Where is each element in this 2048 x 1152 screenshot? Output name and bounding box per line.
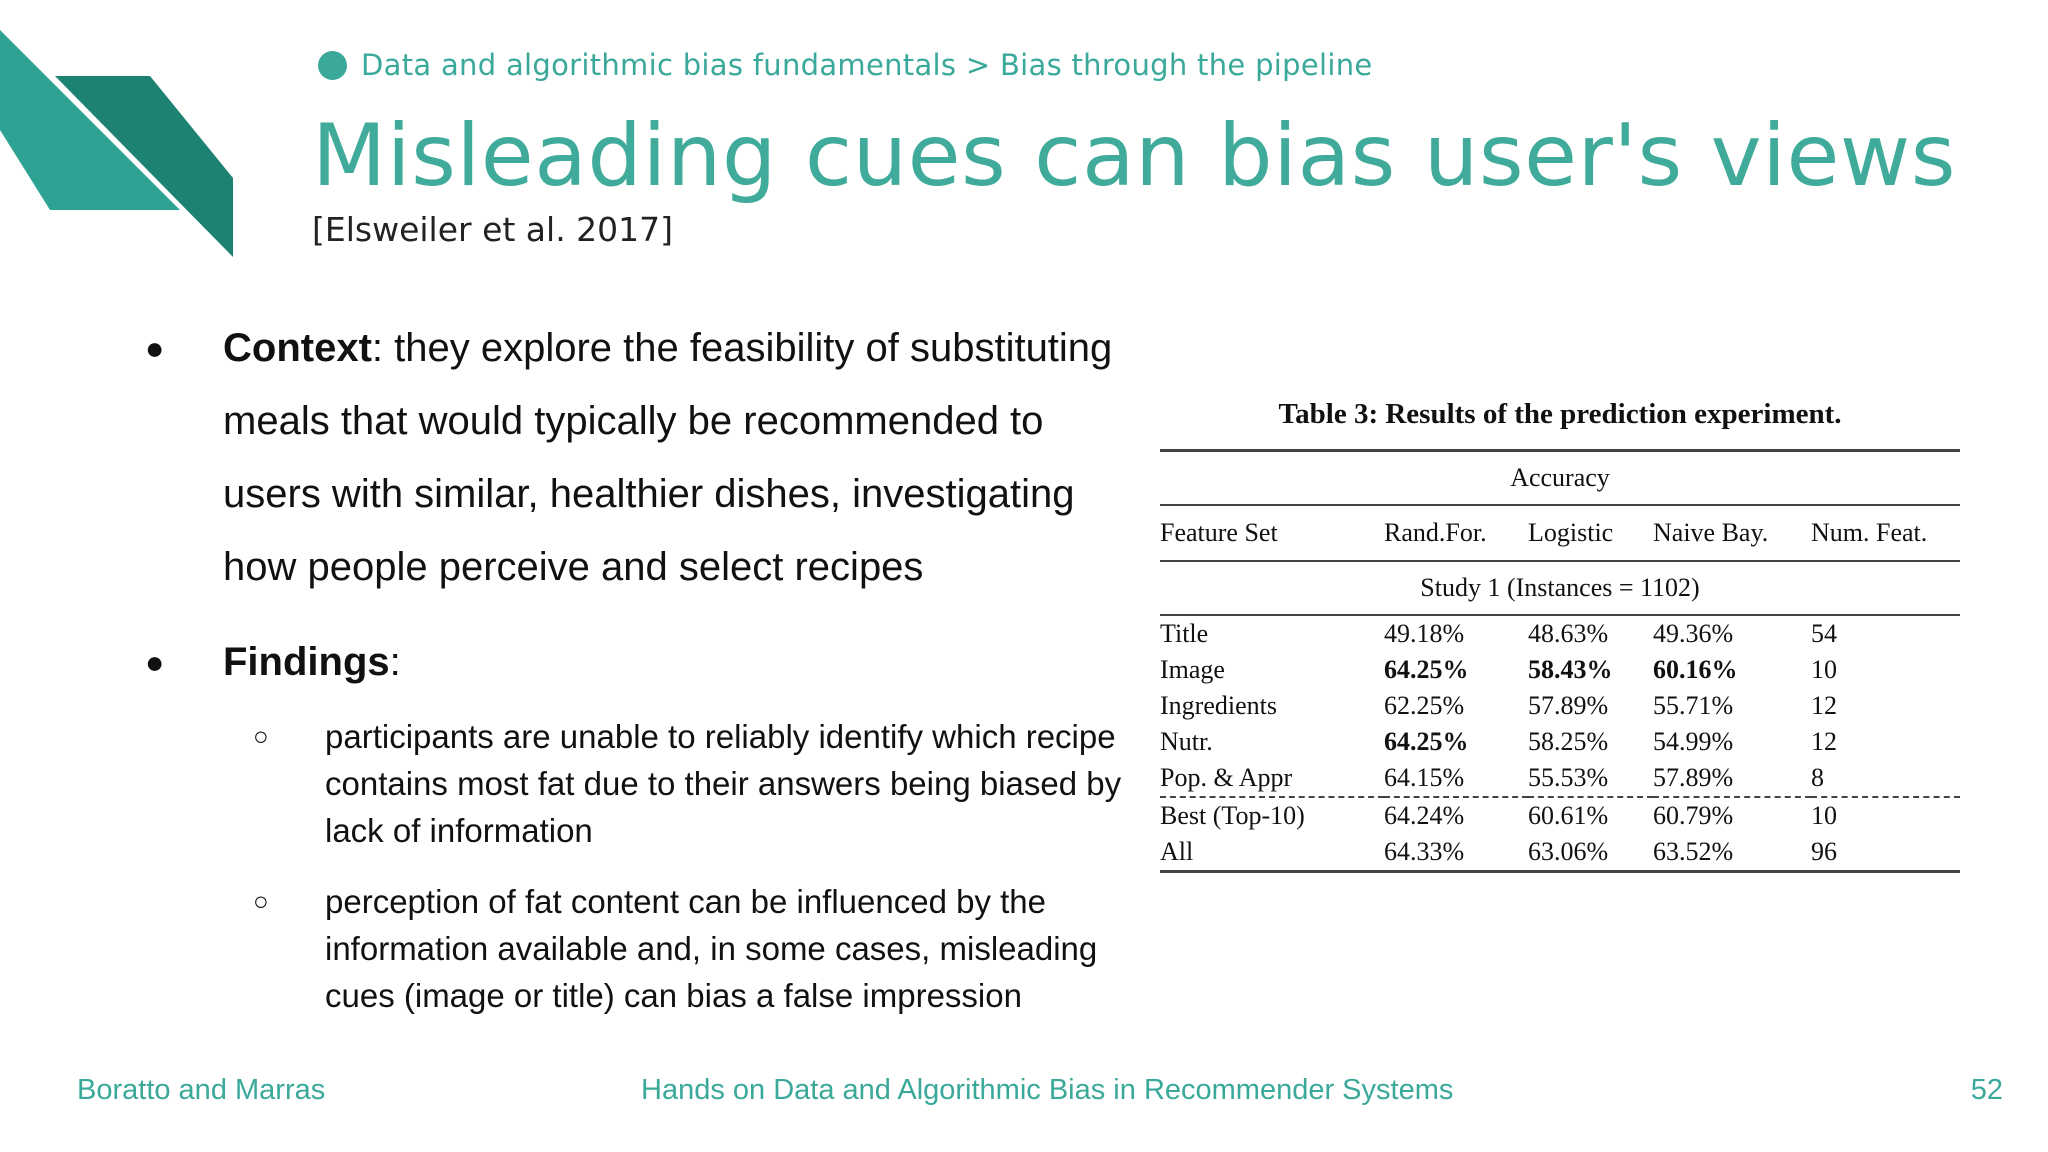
- bullet-dot-icon: ●: [145, 644, 165, 680]
- page-number: 52: [1970, 1074, 2003, 1106]
- citation: [Elsweiler et al. 2017]: [312, 210, 674, 249]
- table-cell: 64.33%: [1384, 834, 1528, 873]
- table-cell: 10: [1811, 655, 1837, 684]
- table-cell: 96: [1811, 834, 1960, 873]
- sub-bullet-2: ○ perception of fat content can be influ…: [145, 878, 1145, 1019]
- table-cell: Nutr.: [1160, 727, 1213, 756]
- table-row: All 64.33% 63.06% 63.52% 96: [1160, 834, 1960, 873]
- table-cell: 60.16%: [1653, 655, 1738, 684]
- results-table-figure: Table 3: Results of the prediction exper…: [1160, 398, 1960, 873]
- context-label: Context: [223, 326, 372, 370]
- study-label: Study 1 (Instances = 1102): [1160, 561, 1960, 616]
- table-row: Image 64.25% 58.43% 60.16% 10: [1160, 652, 1960, 688]
- bullet-dot-icon: ●: [145, 330, 165, 366]
- footer-authors: Boratto and Marras: [77, 1074, 326, 1106]
- breadcrumb: Data and algorithmic bias fundamentals >…: [318, 48, 1373, 82]
- circle-bullet-icon: ○: [253, 721, 269, 751]
- table-row: Pop. & Appr 64.15% 55.53% 57.89% 8: [1160, 760, 1960, 798]
- findings-colon: :: [389, 640, 401, 684]
- table-row: Title 49.18% 48.63% 49.36% 54: [1160, 615, 1960, 652]
- table-cell: Image: [1160, 655, 1225, 684]
- slide-title: Misleading cues can bias user's views: [312, 106, 1957, 206]
- table-cell: 10: [1811, 801, 1837, 830]
- table-cell: 63.06%: [1528, 834, 1653, 873]
- sub-bullet-1: ○ participants are unable to reliably id…: [145, 713, 1145, 854]
- table-row: Nutr. 64.25% 58.25% 54.99% 12: [1160, 724, 1960, 760]
- accuracy-label: Accuracy: [1160, 449, 1960, 506]
- table-cell: 60.61%: [1528, 801, 1609, 830]
- table-header-row: Feature Set Rand.For. Logistic Naive Bay…: [1160, 505, 1960, 562]
- table-row: Best (Top-10) 64.24% 60.61% 60.79% 10: [1160, 797, 1960, 834]
- findings-label: Findings: [223, 640, 390, 684]
- table-cell: 63.52%: [1653, 834, 1811, 873]
- header-cell: Rand.For.: [1384, 505, 1528, 562]
- table-cell: Best (Top-10): [1160, 801, 1305, 830]
- table-cell: 12: [1811, 727, 1837, 756]
- sub-bullet-text: participants are unable to reliably iden…: [325, 718, 1122, 849]
- table-cell: Title: [1160, 619, 1209, 648]
- slide-content: ● Context: they explore the feasibility …: [145, 312, 1145, 1019]
- table-row: Ingredients 62.25% 57.89% 55.71% 12: [1160, 688, 1960, 724]
- table-cell: 58.43%: [1528, 655, 1613, 684]
- bullet-context: ● Context: they explore the feasibility …: [145, 312, 1145, 604]
- table-cell: 58.25%: [1528, 727, 1609, 756]
- table-cell: 49.36%: [1653, 619, 1734, 648]
- table-cell: 57.89%: [1653, 760, 1811, 798]
- table-cell: 64.24%: [1384, 801, 1465, 830]
- header-cell: Naive Bay.: [1653, 505, 1811, 562]
- table-cell: 64.15%: [1384, 760, 1528, 798]
- header-cell: Feature Set: [1160, 505, 1384, 562]
- table-caption: Table 3: Results of the prediction exper…: [1278, 398, 1842, 430]
- table-cell: 64.25%: [1384, 655, 1469, 684]
- breadcrumb-dot-icon: [318, 50, 347, 80]
- table-cell: 12: [1811, 691, 1837, 720]
- breadcrumb-text: Data and algorithmic bias fundamentals >…: [361, 48, 1373, 82]
- table-cell: 64.25%: [1384, 727, 1469, 756]
- table-cell: 49.18%: [1384, 619, 1465, 648]
- table-cell: Ingredients: [1160, 691, 1277, 720]
- table-cell: 60.79%: [1653, 801, 1734, 830]
- footer-course: Hands on Data and Algorithmic Bias in Re…: [641, 1074, 1454, 1106]
- header-cell: Logistic: [1528, 505, 1653, 562]
- table-cell: 57.89%: [1528, 691, 1609, 720]
- table-cell: 55.71%: [1653, 691, 1734, 720]
- table-cell: 8: [1811, 760, 1960, 798]
- bullet-findings: ● Findings:: [145, 626, 1145, 699]
- table-cell: Pop. & Appr: [1160, 760, 1384, 798]
- corner-decoration: [0, 30, 233, 257]
- table-cell: 55.53%: [1528, 760, 1653, 798]
- circle-bullet-icon: ○: [253, 886, 269, 916]
- table-cell: 54.99%: [1653, 727, 1734, 756]
- table-cell: 48.63%: [1528, 619, 1609, 648]
- context-text: : they explore the feasibility of substi…: [223, 326, 1113, 589]
- table-cell: 54: [1811, 619, 1837, 648]
- table-cell: 62.25%: [1384, 691, 1465, 720]
- accuracy-header-row: Accuracy: [1160, 449, 1960, 506]
- study-row: Study 1 (Instances = 1102): [1160, 561, 1960, 616]
- results-table: Accuracy Feature Set Rand.For. Logistic …: [1160, 449, 1960, 873]
- sub-bullet-text: perception of fat content can be influen…: [325, 883, 1098, 1014]
- table-cell: All: [1160, 834, 1384, 873]
- header-cell: Num. Feat.: [1811, 505, 1960, 562]
